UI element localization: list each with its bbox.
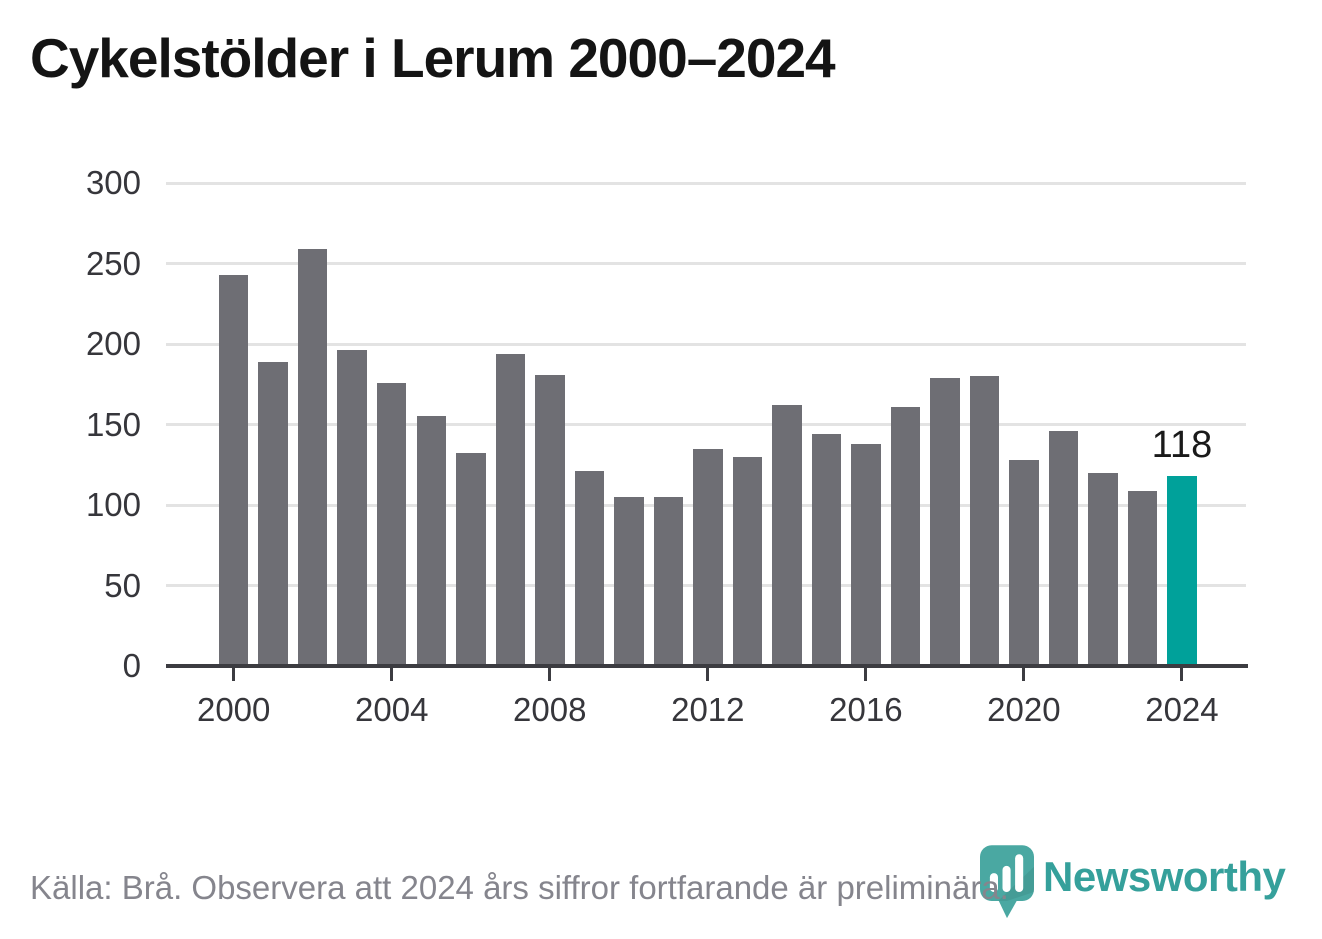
bar-2018 bbox=[930, 377, 960, 666]
bar-2019 bbox=[969, 376, 1000, 666]
bar-2009 bbox=[574, 471, 605, 666]
x-tick-2008 bbox=[548, 668, 552, 681]
bar-2004 bbox=[376, 382, 407, 666]
x-tick-2000 bbox=[232, 668, 236, 681]
y-tick-label-50: 50 bbox=[104, 566, 141, 604]
bar-2011 bbox=[653, 496, 684, 666]
y-tick-label-150: 150 bbox=[85, 405, 141, 443]
newsworthy-wordmark: Newsworthy bbox=[1043, 853, 1286, 900]
y-tick-label-0: 0 bbox=[122, 647, 141, 684]
x-tick-label-2020: 2020 bbox=[987, 691, 1061, 728]
bar-2003 bbox=[337, 350, 367, 666]
bar-2014 bbox=[772, 405, 802, 666]
gridline-250 bbox=[166, 262, 1246, 265]
bar-2024 bbox=[1167, 476, 1197, 666]
newsworthy-logo: Newsworthy bbox=[980, 845, 1286, 921]
bar-2008 bbox=[535, 374, 565, 666]
bar-2015 bbox=[811, 434, 842, 666]
y-tick-label-300: 300 bbox=[85, 164, 141, 201]
bar-2023 bbox=[1127, 490, 1158, 666]
bar-2022 bbox=[1088, 472, 1118, 666]
bar-2012 bbox=[693, 448, 723, 666]
chart-title: Cykelstölder i Lerum 2000–2024 bbox=[30, 27, 836, 89]
gridline-150 bbox=[166, 423, 1246, 426]
bar-2017 bbox=[890, 406, 921, 666]
x-tick-label-2004: 2004 bbox=[355, 691, 429, 728]
bar-2013 bbox=[732, 456, 763, 666]
x-tick-2004 bbox=[390, 668, 394, 681]
y-tick-label-200: 200 bbox=[85, 325, 141, 362]
gridline-300 bbox=[166, 181, 1246, 185]
x-tick-2012 bbox=[706, 668, 710, 681]
x-tick-2016 bbox=[864, 668, 868, 681]
logo-bar-short bbox=[989, 873, 998, 892]
gridline-200 bbox=[166, 342, 1246, 346]
x-tick-label-2008: 2008 bbox=[513, 691, 587, 728]
bar-2006 bbox=[456, 453, 486, 666]
bar-2020 bbox=[1009, 459, 1039, 666]
x-tick-label-2012: 2012 bbox=[671, 691, 745, 728]
bar-2021 bbox=[1048, 430, 1079, 666]
bar-2001 bbox=[258, 361, 288, 666]
x-tick-2024 bbox=[1180, 668, 1184, 681]
bar-2000 bbox=[218, 274, 249, 666]
bar-2007 bbox=[495, 353, 526, 666]
y-tick-label-100: 100 bbox=[85, 486, 141, 523]
x-tick-label-2016: 2016 bbox=[829, 691, 903, 728]
newsworthy-pin-icon bbox=[980, 845, 1034, 919]
y-tick-label-250: 250 bbox=[85, 244, 141, 282]
bar-2010 bbox=[614, 496, 644, 666]
logo-bar-medium bbox=[1002, 865, 1011, 892]
bar-2005 bbox=[416, 416, 446, 666]
x-tick-label-2024: 2024 bbox=[1145, 691, 1219, 728]
x-tick-2020 bbox=[1022, 668, 1026, 681]
bar-2016 bbox=[851, 443, 881, 666]
x-tick-label-2000: 2000 bbox=[196, 691, 271, 728]
x-axis-line bbox=[166, 664, 1248, 668]
logo-bar-tall bbox=[1015, 854, 1024, 892]
bar-2002 bbox=[297, 249, 328, 666]
highlight-value-label: 118 bbox=[1151, 424, 1213, 467]
source-note: Källa: Brå. Observera att 2024 års siffr… bbox=[30, 869, 1009, 906]
